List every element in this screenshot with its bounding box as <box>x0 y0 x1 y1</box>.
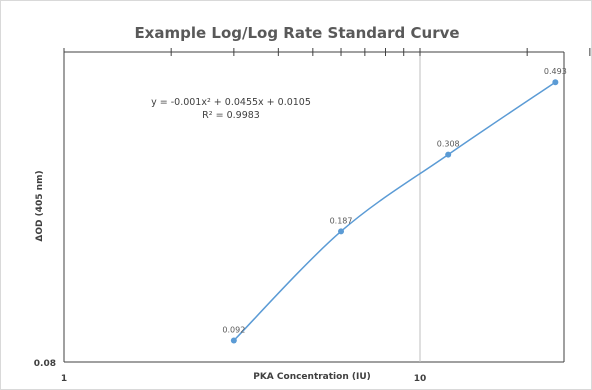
x-axis-label: PKA Concentration (IU) <box>253 372 371 382</box>
data-label: 0.092 <box>222 325 245 334</box>
trendline-r-squared: R² = 0.9983 <box>202 110 260 121</box>
labels-layer: 0.092 0.187 0.308 0.493 <box>222 67 566 334</box>
x-tick-label-1: 1 <box>61 374 67 384</box>
chart-title: Example Log/Log Rate Standard Curve <box>134 24 459 42</box>
data-label: 0.187 <box>330 216 353 225</box>
y-tick-label-0-08: 0.08 <box>34 359 56 369</box>
trendline <box>233 81 556 342</box>
x-tick-label-10: 10 <box>414 374 427 384</box>
y-axis-label: ΔOD (405 nm) <box>35 170 45 241</box>
trendline-equation: y = -0.001x² + 0.0455x + 0.0105 <box>151 97 311 108</box>
data-label: 0.493 <box>544 67 567 76</box>
data-point <box>338 228 345 235</box>
data-point <box>552 79 559 86</box>
data-point <box>230 337 237 344</box>
data-point <box>445 151 452 158</box>
data-label: 0.308 <box>437 140 460 149</box>
minor-tick-layer <box>63 48 591 56</box>
points-layer <box>230 79 559 344</box>
